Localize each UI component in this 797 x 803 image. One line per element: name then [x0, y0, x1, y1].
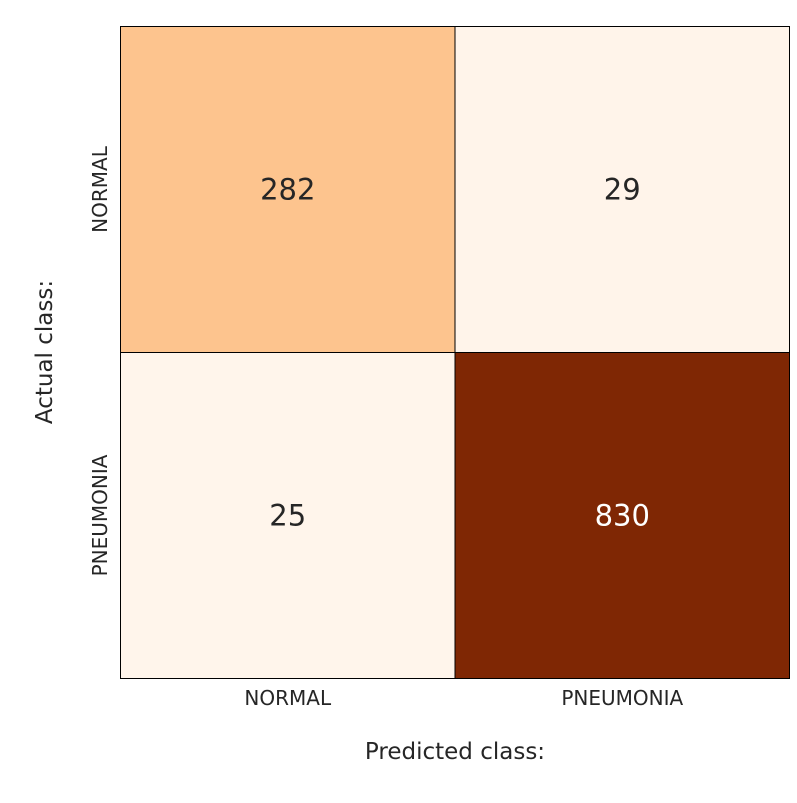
x-tick-label: NORMAL: [244, 686, 332, 710]
heatmap-cell-pneumonia-pneumonia: [454, 352, 790, 679]
cell-value-label: 25: [269, 499, 306, 533]
heatmap-cell-normal-normal: [120, 26, 456, 353]
cell-value-label: 29: [604, 173, 641, 207]
x-tick-labels: NORMAL PNEUMONIA: [244, 686, 683, 710]
x-tick-label: PNEUMONIA: [561, 686, 683, 710]
cell-value-label: 282: [260, 173, 315, 207]
y-tick-labels: NORMAL PNEUMONIA: [88, 145, 112, 576]
y-tick-label: PNEUMONIA: [88, 454, 112, 576]
heatmap-cell-pneumonia-normal: [120, 352, 456, 679]
heatmap-cell-normal-pneumonia: [454, 26, 790, 353]
y-tick-label: NORMAL: [88, 145, 112, 233]
cells-layer: [120, 26, 790, 679]
cell-value-label: 830: [595, 499, 650, 533]
value-labels-layer: 282 29 25 830: [260, 173, 650, 533]
x-axis-label: Predicted class:: [365, 739, 545, 765]
y-axis-label: Actual class:: [32, 280, 58, 424]
